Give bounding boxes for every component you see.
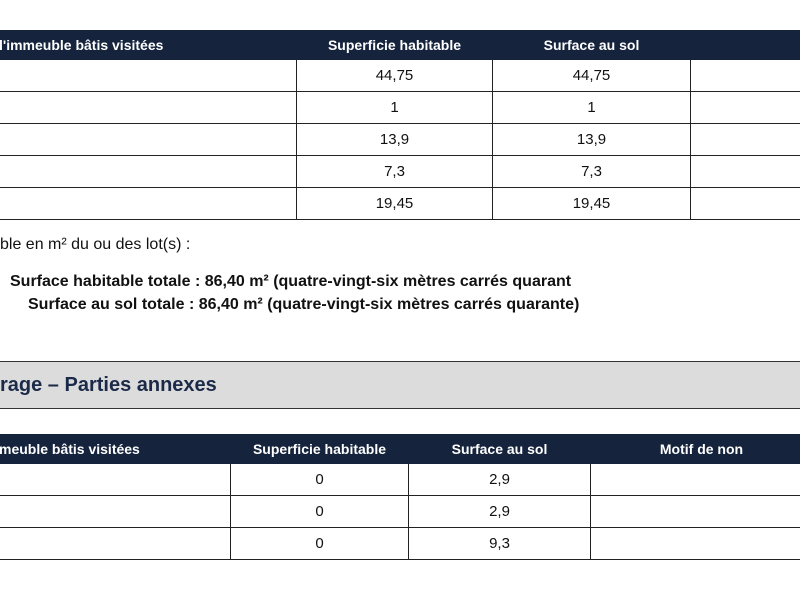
table-header-row: l'immeuble bâtis visitées Superficie hab… xyxy=(0,30,800,60)
table-cell xyxy=(690,123,800,156)
table-cell xyxy=(0,463,231,496)
column-header-floor-area: Surface au sol xyxy=(408,434,591,464)
table-cell: 7,3 xyxy=(296,155,493,188)
column-header-floor-area: Surface au sol xyxy=(492,30,691,60)
table-cell: 7,3 xyxy=(492,155,691,188)
table-cell: 13,9 xyxy=(492,123,691,156)
table-cell xyxy=(0,495,231,528)
living-area-table: l'immeuble bâtis visitées Superficie hab… xyxy=(0,30,800,220)
table-cell: 44,75 xyxy=(492,59,691,92)
column-header-rooms: meuble bâtis visitées xyxy=(0,434,231,464)
table-cell: 13,9 xyxy=(296,123,493,156)
column-header-reason: Motif de non xyxy=(590,434,800,464)
column-header-living-area: Superficie habitable xyxy=(230,434,409,464)
table-cell: 44,75 xyxy=(296,59,493,92)
table-cell xyxy=(690,91,800,124)
table-cell xyxy=(0,123,297,156)
table-cell: 1 xyxy=(296,91,493,124)
table-cell xyxy=(0,155,297,188)
area-summary-intro: ble en m² du ou des lot(s) : xyxy=(0,236,191,253)
table-cell: 9,3 xyxy=(408,527,591,560)
table-cell xyxy=(590,463,800,496)
column-header-rooms: l'immeuble bâtis visitées xyxy=(0,30,297,60)
table-cell: 2,9 xyxy=(408,495,591,528)
table-cell: 1 xyxy=(492,91,691,124)
table-cell xyxy=(0,187,297,220)
table-cell xyxy=(0,91,297,124)
column-header-living-area: Superficie habitable xyxy=(296,30,493,60)
section-title: rage – Parties annexes xyxy=(0,374,217,396)
table-row: 0 2,9 xyxy=(0,495,800,528)
table-row: 13,9 13,9 xyxy=(0,123,800,156)
table-cell: 0 xyxy=(230,463,409,496)
table-row: 7,3 7,3 xyxy=(0,155,800,188)
table-cell: 0 xyxy=(230,495,409,528)
table-row: 0 2,9 xyxy=(0,463,800,496)
table-cell xyxy=(590,495,800,528)
table-cell xyxy=(0,59,297,92)
table-cell: 0 xyxy=(230,527,409,560)
table-cell xyxy=(590,527,800,560)
table-cell: 19,45 xyxy=(296,187,493,220)
table-row: 1 1 xyxy=(0,91,800,124)
table-cell: 19,45 xyxy=(492,187,691,220)
annex-area-table: meuble bâtis visitées Superficie habitab… xyxy=(0,434,800,560)
table-header-row: meuble bâtis visitées Superficie habitab… xyxy=(0,434,800,464)
table-cell xyxy=(690,59,800,92)
table-cell xyxy=(690,187,800,220)
table-row: 44,75 44,75 xyxy=(0,59,800,92)
total-floor-area: Surface au sol totale : 86,40 m² (quatre… xyxy=(28,296,580,313)
total-living-area: Surface habitable totale : 86,40 m² (qua… xyxy=(10,273,572,290)
table-cell xyxy=(0,527,231,560)
table-row: 19,45 19,45 xyxy=(0,187,800,220)
table-row: 0 9,3 xyxy=(0,527,800,560)
section-header: rage – Parties annexes xyxy=(0,361,800,409)
column-header-extra xyxy=(690,30,800,60)
table-cell: 2,9 xyxy=(408,463,591,496)
table-cell xyxy=(690,155,800,188)
